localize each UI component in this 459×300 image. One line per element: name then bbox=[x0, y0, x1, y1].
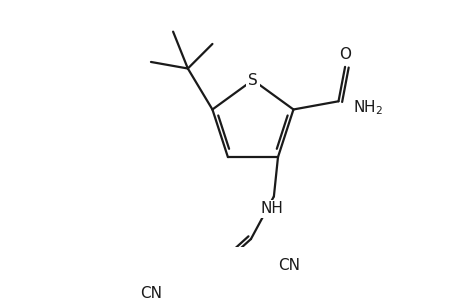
Text: CN: CN bbox=[277, 258, 299, 273]
Text: O: O bbox=[338, 47, 350, 62]
Text: S: S bbox=[247, 73, 257, 88]
Text: NH$_2$: NH$_2$ bbox=[353, 98, 383, 117]
Text: NH: NH bbox=[260, 201, 283, 216]
Text: CN: CN bbox=[140, 286, 161, 300]
